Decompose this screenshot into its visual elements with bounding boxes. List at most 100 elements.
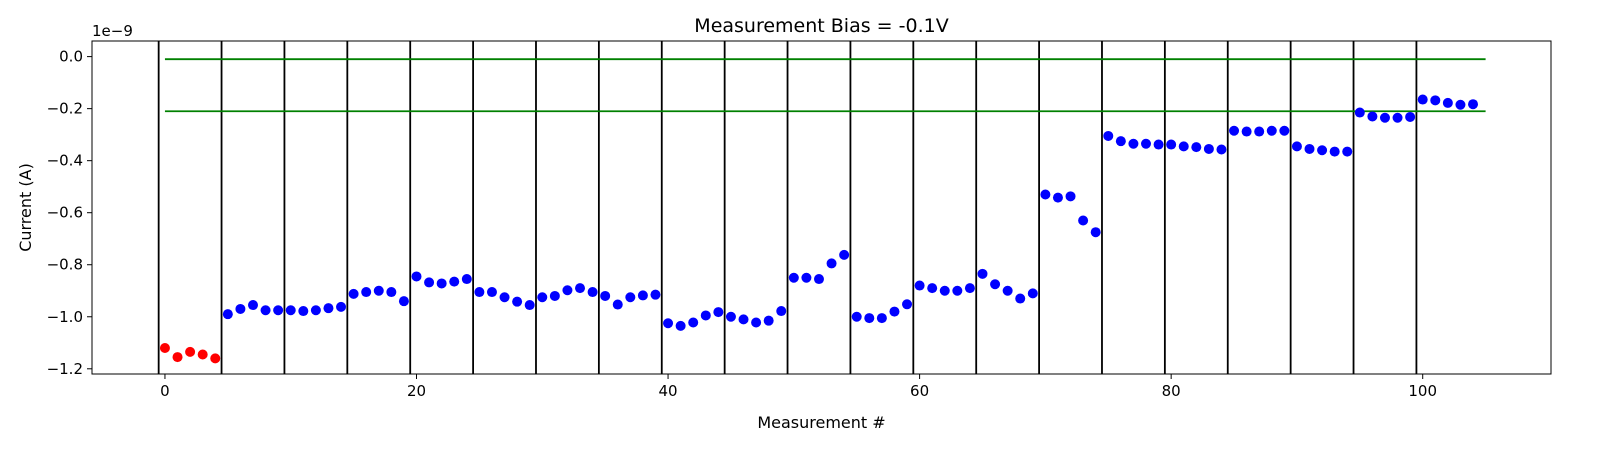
data-point xyxy=(725,311,736,322)
data-point xyxy=(474,287,485,298)
data-point xyxy=(172,352,183,363)
data-point xyxy=(964,283,975,294)
data-point xyxy=(587,287,598,298)
y-tick-label: −0.8 xyxy=(47,256,83,274)
data-point xyxy=(1405,111,1416,122)
data-point xyxy=(902,299,913,310)
data-point xyxy=(977,268,988,279)
y-tick-label: −0.6 xyxy=(47,204,83,222)
data-point xyxy=(801,272,812,283)
data-point xyxy=(738,314,749,325)
data-point xyxy=(1279,125,1290,136)
data-point xyxy=(1342,146,1353,157)
data-point xyxy=(260,305,271,316)
data-point xyxy=(1153,139,1164,150)
y-axis-ticks: 0.0 −0.2 −0.4 −0.6 −0.8 −1.0 −1.2 xyxy=(47,48,92,378)
data-point xyxy=(1442,97,1453,108)
x-tick-label: 40 xyxy=(659,382,678,400)
data-point xyxy=(1078,215,1089,226)
data-point xyxy=(826,258,837,269)
data-point xyxy=(461,274,472,285)
data-point xyxy=(1254,126,1265,137)
data-point xyxy=(575,283,586,294)
data-point xyxy=(1103,130,1114,141)
data-point xyxy=(813,274,824,285)
data-point xyxy=(1002,285,1013,296)
y-tick-label: −0.4 xyxy=(47,152,83,170)
data-point xyxy=(222,309,233,320)
data-point xyxy=(1241,126,1252,137)
data-point xyxy=(675,320,686,331)
data-point xyxy=(1304,143,1315,154)
data-point xyxy=(1015,293,1026,304)
data-point xyxy=(1317,145,1328,156)
data-point xyxy=(562,285,573,296)
data-point xyxy=(914,280,925,291)
data-point xyxy=(512,296,523,307)
data-point xyxy=(486,287,497,298)
data-point xyxy=(210,353,221,364)
data-point xyxy=(713,307,724,318)
data-point xyxy=(549,290,560,301)
data-point xyxy=(348,288,359,299)
data-point xyxy=(1216,144,1227,155)
data-point xyxy=(1329,146,1340,157)
data-point xyxy=(361,287,372,298)
data-point xyxy=(1090,227,1101,238)
data-point xyxy=(663,318,674,329)
data-point xyxy=(751,317,762,328)
data-point xyxy=(776,306,787,317)
data-point xyxy=(285,305,296,316)
data-point xyxy=(650,289,661,300)
data-point xyxy=(637,290,648,301)
y-tick-label: −1.0 xyxy=(47,308,83,326)
data-point xyxy=(1367,111,1378,122)
data-point xyxy=(1468,99,1479,110)
data-point xyxy=(1040,189,1051,200)
data-point xyxy=(763,315,774,326)
data-point xyxy=(839,249,850,260)
data-point xyxy=(1379,112,1390,123)
data-point xyxy=(310,305,321,316)
data-point xyxy=(449,276,460,287)
data-point xyxy=(386,287,397,298)
data-point xyxy=(1027,288,1038,299)
data-point xyxy=(788,272,799,283)
data-point xyxy=(876,313,887,324)
data-point xyxy=(1455,99,1466,110)
plot-frame xyxy=(91,40,1552,375)
x-tick-label: 100 xyxy=(1408,382,1437,400)
group-separators xyxy=(157,41,1418,374)
data-points xyxy=(159,94,1479,364)
data-point xyxy=(159,342,170,353)
chart-title: Measurement Bias = -0.1V xyxy=(694,15,948,37)
data-point xyxy=(952,285,963,296)
data-point xyxy=(688,317,699,328)
data-point xyxy=(612,299,623,310)
data-point xyxy=(373,285,384,296)
data-point xyxy=(411,271,422,282)
data-point xyxy=(927,283,938,294)
data-point xyxy=(1291,141,1302,152)
data-point xyxy=(436,278,447,289)
data-point xyxy=(298,306,309,317)
data-point xyxy=(1178,141,1189,152)
data-point xyxy=(1191,142,1202,153)
data-point xyxy=(889,306,900,317)
y-tick-label: −0.2 xyxy=(47,100,83,118)
data-point xyxy=(1052,192,1063,203)
data-point xyxy=(499,292,510,303)
y-axis-label: Current (A) xyxy=(16,163,35,252)
x-tick-label: 80 xyxy=(1162,382,1181,400)
data-point xyxy=(625,292,636,303)
data-point xyxy=(185,346,196,357)
data-point xyxy=(700,310,711,321)
data-point xyxy=(1065,191,1076,202)
data-point xyxy=(1166,139,1177,150)
data-point xyxy=(197,349,208,360)
y-tick-label: 0.0 xyxy=(59,48,83,66)
data-point xyxy=(247,300,258,311)
data-point xyxy=(1128,138,1139,149)
data-point xyxy=(1392,112,1403,123)
